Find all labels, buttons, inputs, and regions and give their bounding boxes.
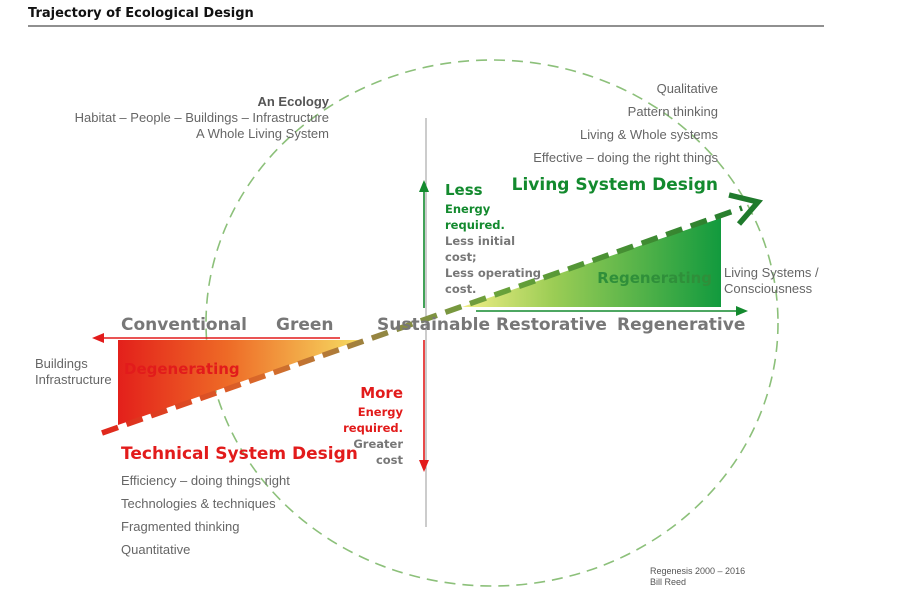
credit-line1: Regenesis 2000 – 2016 xyxy=(650,566,745,576)
more-line2: required. xyxy=(343,421,403,435)
scale-regenerative: Regenerative xyxy=(617,315,745,335)
buildings-label-1: Buildings xyxy=(35,356,88,371)
credit-line2: Bill Reed xyxy=(650,577,686,587)
whole-system-circle xyxy=(205,59,779,587)
ecology-line2: A Whole Living System xyxy=(196,126,329,141)
technical-list-item-3: Fragmented thinking xyxy=(121,519,240,534)
scale-green: Green xyxy=(276,315,334,335)
more-line3: Greater xyxy=(353,437,403,451)
living-system-heading: Living System Design xyxy=(512,175,718,195)
scale-restorative: Restorative xyxy=(496,315,607,335)
technical-list-item-4: Quantitative xyxy=(121,542,190,557)
less-arrow-head xyxy=(419,180,429,192)
degenerating-label: Degenerating xyxy=(124,360,240,378)
living-list-item-2: Pattern thinking xyxy=(628,104,718,119)
diagram-title: Trajectory of Ecological Design xyxy=(28,6,254,21)
living-list-item-1: Qualitative xyxy=(657,81,718,96)
more-heading: More xyxy=(360,384,403,402)
less-line6: cost. xyxy=(445,282,476,296)
trajectory-arrowhead xyxy=(728,192,764,226)
technical-list-item-2: Technologies & techniques xyxy=(121,496,276,511)
more-arrow-head xyxy=(419,460,429,472)
regenerating-label: Regenerating xyxy=(597,269,712,287)
less-line5: Less operating xyxy=(445,266,541,280)
scale-conventional: Conventional xyxy=(121,315,247,335)
ecology-heading: An Ecology xyxy=(257,94,329,109)
more-line4: cost xyxy=(376,453,404,467)
buildings-label-2: Infrastructure xyxy=(35,372,112,387)
living-list-item-4: Effective – doing the right things xyxy=(533,150,718,165)
more-line1: Energy xyxy=(358,405,404,419)
less-line2: required. xyxy=(445,218,505,232)
less-line1: Energy xyxy=(445,202,491,216)
conventional-arrow-head xyxy=(92,333,104,343)
living-list-item-3: Living & Whole systems xyxy=(580,127,718,142)
living-systems-label-2: Consciousness xyxy=(724,281,813,296)
living-systems-label-1: Living Systems / xyxy=(724,265,819,280)
regenerative-arrow-head xyxy=(736,306,748,316)
trajectory-line xyxy=(101,205,743,436)
technical-list-item-1: Efficiency – doing things right xyxy=(121,473,290,488)
less-heading: Less xyxy=(445,181,483,199)
less-line3: Less initial xyxy=(445,234,515,248)
ecology-line1: Habitat – People – Buildings – Infrastru… xyxy=(75,110,329,125)
scale-sustainable: Sustainable xyxy=(377,315,490,335)
less-line4: cost; xyxy=(445,250,477,264)
technical-system-heading: Technical System Design xyxy=(121,444,358,464)
